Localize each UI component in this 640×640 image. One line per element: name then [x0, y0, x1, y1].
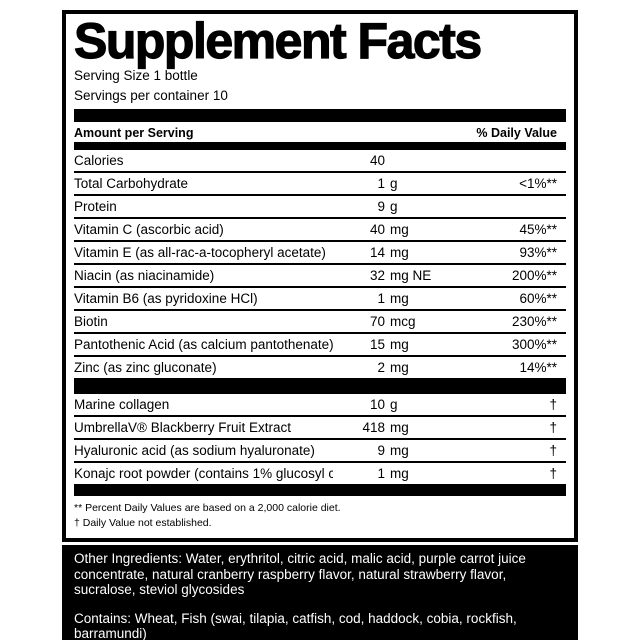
nutrient-amount: 14	[369, 245, 385, 260]
nutrient-name: Vitamin E (as all-rac-a-tocopheryl aceta…	[74, 245, 326, 260]
nutrient-daily-value: 60%**	[519, 291, 557, 306]
nutrient-unit: g	[390, 176, 398, 191]
row-biotin: Biotin 70 mcg 230%**	[74, 309, 566, 332]
nutrient-unit: mg	[390, 291, 409, 306]
panel-title: Supplement Facts	[73, 13, 482, 69]
nutrient-name: Hyaluronic acid (as sodium hyaluronate)	[74, 443, 315, 458]
nutrient-name: Biotin	[74, 314, 108, 329]
contains-allergens-text: Contains: Wheat, Fish (swai, tilapia, ca…	[74, 610, 517, 640]
nutrient-unit: mg	[390, 245, 409, 260]
nutrient-daily-value: 93%**	[519, 245, 557, 260]
nutrient-amount: 2	[377, 360, 385, 375]
nutrient-amount: 9	[377, 443, 385, 458]
nutrient-amount: 418	[362, 420, 385, 435]
nutrient-amount: 70	[369, 314, 385, 329]
nutrient-amount: 15	[369, 337, 385, 352]
supplement-facts-panel: Supplement Facts Serving Size 1 bottle S…	[62, 10, 578, 542]
nutrient-name: Marine collagen	[74, 397, 170, 412]
row-konajc-root-powder: Konajc root powder (contains 1% glucosyl…	[74, 461, 566, 484]
nutrient-name: UmbrellaV® Blackberry Fruit Extract	[74, 420, 291, 435]
footnote-percent-dv: ** Percent Daily Values are based on a 2…	[74, 502, 341, 514]
nutrient-rows: Calories 40 Total Carbohydrate 1 g <1%**…	[74, 150, 566, 378]
nutrient-daily-value: 300%**	[511, 337, 557, 352]
nutrient-daily-value: †	[549, 466, 557, 481]
row-vitamin-b6: Vitamin B6 (as pyridoxine HCl) 1 mg 60%*…	[74, 286, 566, 309]
other-ingredients-text: Other Ingredients: Water, erythritol, ci…	[74, 551, 526, 597]
nutrient-unit: mcg	[390, 314, 416, 329]
row-pantothenic-acid: Pantothenic Acid (as calcium pantothenat…	[74, 332, 566, 355]
footnote-dagger: † Daily Value not established.	[74, 516, 212, 529]
nutrient-unit: mg	[390, 337, 409, 352]
servings-per-container-line: Servings per container 10	[74, 88, 228, 103]
nutrient-name: Niacin (as niacinamide)	[74, 268, 215, 283]
nutrient-amount: 10	[369, 397, 385, 412]
nutrient-daily-value: <1%**	[519, 176, 557, 191]
nutrient-name: Calories	[74, 153, 124, 168]
nutrient-name: Vitamin C (ascorbic acid)	[74, 222, 224, 237]
row-calories: Calories 40	[74, 150, 566, 171]
nutrient-amount: 40	[369, 222, 385, 237]
other-actives-rows: Marine collagen 10 g † UmbrellaV® Blackb…	[74, 394, 566, 484]
nutrient-unit: mg NE	[390, 268, 432, 283]
footnotes: ** Percent Daily Values are based on a 2…	[74, 496, 566, 530]
ingredients-footer: Other Ingredients: Water, erythritol, ci…	[62, 545, 578, 640]
nutrient-daily-value: 14%**	[519, 360, 557, 375]
nutrient-unit: mg	[390, 222, 409, 237]
nutrient-unit: g	[390, 397, 398, 412]
divider-bar-extra-thick	[74, 378, 566, 394]
nutrient-amount: 1	[377, 176, 385, 191]
nutrient-amount: 1	[377, 291, 385, 306]
nutrient-name: Konajc root powder (contains 1% glucosyl…	[74, 466, 333, 481]
nutrient-name: Total Carbohydrate	[74, 176, 189, 191]
column-header-row: Amount per Serving % Daily Value	[74, 123, 566, 142]
row-zinc: Zinc (as zinc gluconate) 2 mg 14%**	[74, 355, 566, 378]
nutrient-daily-value: †	[549, 420, 557, 435]
nutrient-amount: 32	[369, 268, 385, 283]
nutrient-unit: mg	[390, 443, 409, 458]
nutrient-name: Pantothenic Acid (as calcium pantothenat…	[74, 337, 333, 352]
nutrient-amount: 40	[369, 153, 385, 168]
percent-daily-value-header: % Daily Value	[476, 125, 557, 140]
nutrient-unit: g	[390, 199, 398, 214]
nutrient-daily-value: †	[549, 443, 557, 458]
row-hyaluronic-acid: Hyaluronic acid (as sodium hyaluronate) …	[74, 438, 566, 461]
amount-per-serving-header: Amount per Serving	[74, 125, 194, 140]
nutrient-daily-value: 200%**	[511, 268, 557, 283]
row-marine-collagen: Marine collagen 10 g †	[74, 394, 566, 415]
row-total-carbohydrate: Total Carbohydrate 1 g <1%**	[74, 171, 566, 194]
nutrient-unit: mg	[390, 420, 409, 435]
divider-bar-medium	[74, 142, 566, 150]
row-protein: Protein 9 g	[74, 194, 566, 217]
nutrient-daily-value: 230%**	[511, 314, 557, 329]
row-blackberry-extract: UmbrellaV® Blackberry Fruit Extract 418 …	[74, 415, 566, 438]
nutrient-unit: mg	[390, 466, 409, 481]
nutrient-amount: 9	[377, 199, 385, 214]
row-vitamin-e: Vitamin E (as all-rac-a-tocopheryl aceta…	[74, 240, 566, 263]
nutrient-daily-value: 45%**	[519, 222, 557, 237]
nutrient-amount: 1	[377, 466, 385, 481]
divider-bar-thick	[74, 109, 566, 122]
nutrient-name: Protein	[74, 199, 117, 214]
nutrient-daily-value: †	[549, 397, 557, 412]
nutrient-name: Zinc (as zinc gluconate)	[74, 360, 217, 375]
row-niacin: Niacin (as niacinamide) 32 mg NE 200%**	[74, 263, 566, 286]
nutrient-name: Vitamin B6 (as pyridoxine HCl)	[74, 291, 258, 306]
divider-bar-large	[74, 484, 566, 496]
serving-size-line: Serving Size 1 bottle	[74, 68, 198, 83]
nutrient-unit: mg	[390, 360, 409, 375]
row-vitamin-c: Vitamin C (ascorbic acid) 40 mg 45%**	[74, 217, 566, 240]
